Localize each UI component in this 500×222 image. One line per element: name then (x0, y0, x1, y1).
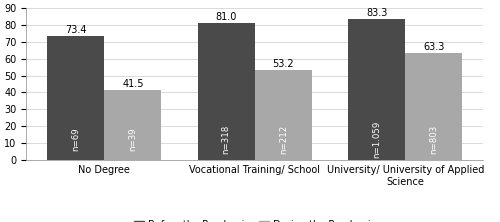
Text: n=1.059: n=1.059 (372, 121, 381, 158)
Bar (255, 70, 312, 160)
Text: 63.3: 63.3 (423, 42, 444, 52)
Bar (198, 23, 255, 160)
Text: n=39: n=39 (128, 128, 138, 151)
Text: 81.0: 81.0 (216, 12, 237, 22)
Text: 53.2: 53.2 (272, 59, 294, 69)
Text: n=69: n=69 (71, 128, 80, 151)
Text: n=212: n=212 (279, 125, 288, 154)
Text: n=803: n=803 (430, 125, 438, 154)
Text: 73.4: 73.4 (65, 25, 86, 35)
Text: 83.3: 83.3 (366, 8, 388, 18)
Bar (104, 90, 162, 160)
Bar (348, 20, 406, 160)
Bar (47, 36, 104, 160)
Text: n=318: n=318 (222, 125, 230, 154)
Legend: Before the Pandemic, During the Pandemic: Before the Pandemic, During the Pandemic (130, 216, 380, 222)
Text: 41.5: 41.5 (122, 79, 144, 89)
Bar (406, 53, 462, 160)
